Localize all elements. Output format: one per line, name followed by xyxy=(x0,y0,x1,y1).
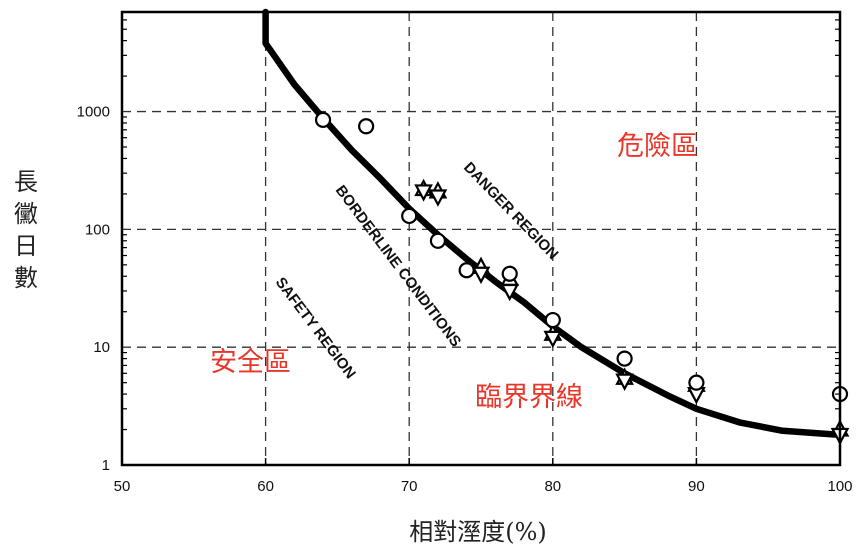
triangle-down-marker xyxy=(500,283,520,302)
triangle-down-marker xyxy=(471,266,491,285)
triangle-down-marker xyxy=(428,189,448,207)
borderline-conditions-label: BORDERLINE CONDITIONS xyxy=(332,182,464,350)
danger-region-label: DANGER REGION xyxy=(460,159,561,263)
y-tick-label: 10 xyxy=(93,339,110,356)
circle-marker xyxy=(314,111,332,128)
y-axis-title-char: 長 xyxy=(14,168,38,196)
plot-frame xyxy=(120,10,842,467)
circle-marker xyxy=(401,207,418,225)
x-tick-label: 70 xyxy=(401,478,418,495)
safety-region-zh-label: 安全區 xyxy=(210,347,291,378)
triangle-down-marker xyxy=(543,330,563,349)
circle-marker xyxy=(688,374,705,391)
y-tick-label: 1 xyxy=(102,457,110,474)
triangle-down-marker xyxy=(414,184,433,202)
y-axis-title-char: 日 xyxy=(14,232,38,260)
circle-marker xyxy=(429,232,447,249)
x-tick-label: 90 xyxy=(688,478,705,495)
data-markers xyxy=(314,111,850,446)
y-tick-labels: 1 10 100 1000 xyxy=(77,11,840,474)
danger-region-zh-label: 危險區 xyxy=(617,131,698,162)
x-axis-title: 相對溼度(%) xyxy=(409,518,547,546)
circle-marker xyxy=(501,265,518,282)
x-tick-labels: 50 60 70 80 90 100 xyxy=(114,458,853,495)
x-tick-label: 50 xyxy=(114,478,131,495)
y-tick-label: 1000 xyxy=(77,104,110,121)
borderline-zh-label: 臨界界線 xyxy=(475,382,583,413)
x-tick-label: 80 xyxy=(544,478,561,495)
y-axis-title: 長黴日數 xyxy=(14,168,38,292)
y-axis-title-char: 黴 xyxy=(14,200,38,228)
y-axis-title-char: 數 xyxy=(14,264,38,292)
triangle-down-marker xyxy=(615,373,634,391)
y-tick-label: 100 xyxy=(85,221,110,238)
x-tick-label: 100 xyxy=(827,478,852,495)
circle-marker xyxy=(358,118,375,135)
circle-marker xyxy=(616,350,633,367)
circle-marker xyxy=(544,311,561,329)
x-tick-label: 60 xyxy=(257,478,274,495)
circle-marker xyxy=(458,262,475,279)
